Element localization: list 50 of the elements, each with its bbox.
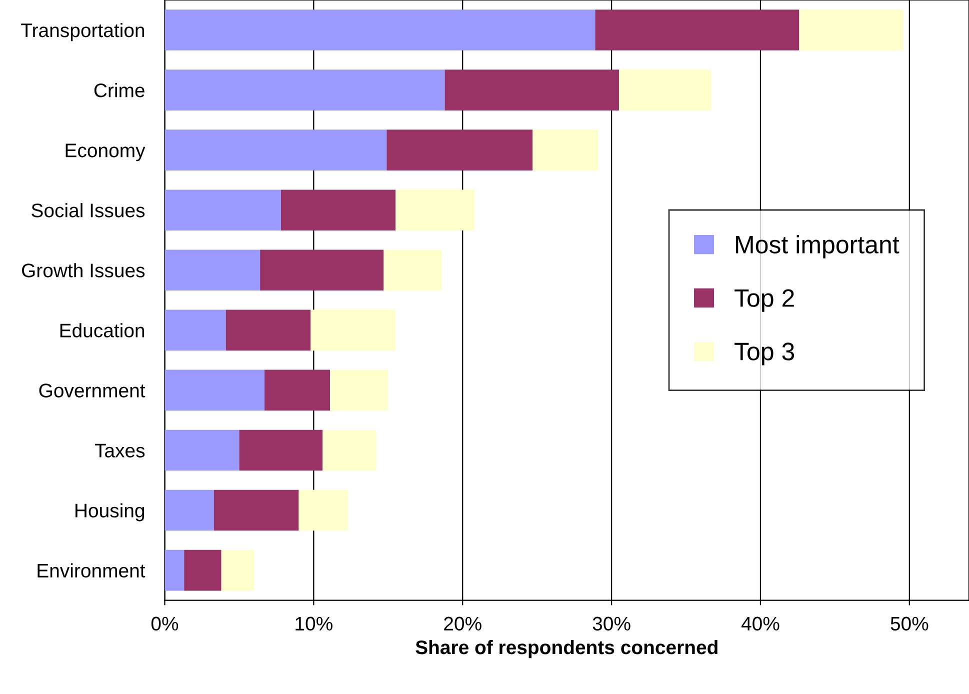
x-tick-label: 20%	[444, 616, 482, 631]
y-tick-label: Taxes	[94, 444, 145, 458]
bar	[799, 10, 904, 50]
bar	[164, 310, 226, 351]
y-tick-label: Education	[60, 323, 144, 338]
bar	[184, 550, 222, 591]
x-axis-title: Share of respondents concerned	[416, 640, 718, 658]
bar	[532, 130, 598, 170]
bar	[322, 430, 376, 471]
y-tick-label: Crime	[94, 83, 144, 98]
bar	[330, 370, 388, 411]
legend-label: Top 2	[734, 289, 794, 312]
x-tick-label: 50%	[890, 616, 928, 631]
bar	[164, 70, 445, 110]
bar	[164, 130, 387, 170]
y-tick-label: Government	[39, 384, 146, 398]
y-tick-label: Transportation	[21, 22, 144, 42]
bar	[260, 250, 384, 291]
bar	[164, 490, 214, 531]
legend-label: Top 3	[734, 342, 794, 366]
bar	[164, 430, 240, 471]
bar	[164, 10, 596, 50]
x-tick-label: 30%	[592, 616, 630, 631]
bar	[264, 370, 330, 411]
bar	[221, 550, 254, 591]
bar	[310, 310, 396, 351]
bar	[239, 430, 323, 471]
y-tick-label: Social Issues	[32, 203, 145, 218]
bar	[396, 190, 475, 231]
bar	[386, 130, 533, 170]
bar	[164, 550, 184, 591]
x-tick-label: 0%	[151, 616, 178, 631]
bar	[164, 250, 260, 291]
bar	[164, 370, 265, 411]
bar	[298, 490, 348, 531]
bar	[280, 190, 396, 231]
bar	[444, 70, 619, 110]
bar	[214, 490, 299, 531]
legend-label: Most important	[736, 235, 900, 258]
x-tick-label: 10%	[296, 616, 332, 631]
bar	[384, 250, 442, 291]
bar	[618, 70, 712, 110]
y-tick-label: Economy	[66, 144, 146, 162]
y-tick-label: Housing	[76, 503, 144, 522]
y-tick-label: Growth Issues	[22, 263, 145, 278]
bar	[164, 190, 281, 231]
y-tick-label: Environment	[38, 563, 146, 578]
x-tick-label: 40%	[741, 616, 780, 631]
bar	[595, 10, 800, 50]
bar	[226, 310, 311, 351]
